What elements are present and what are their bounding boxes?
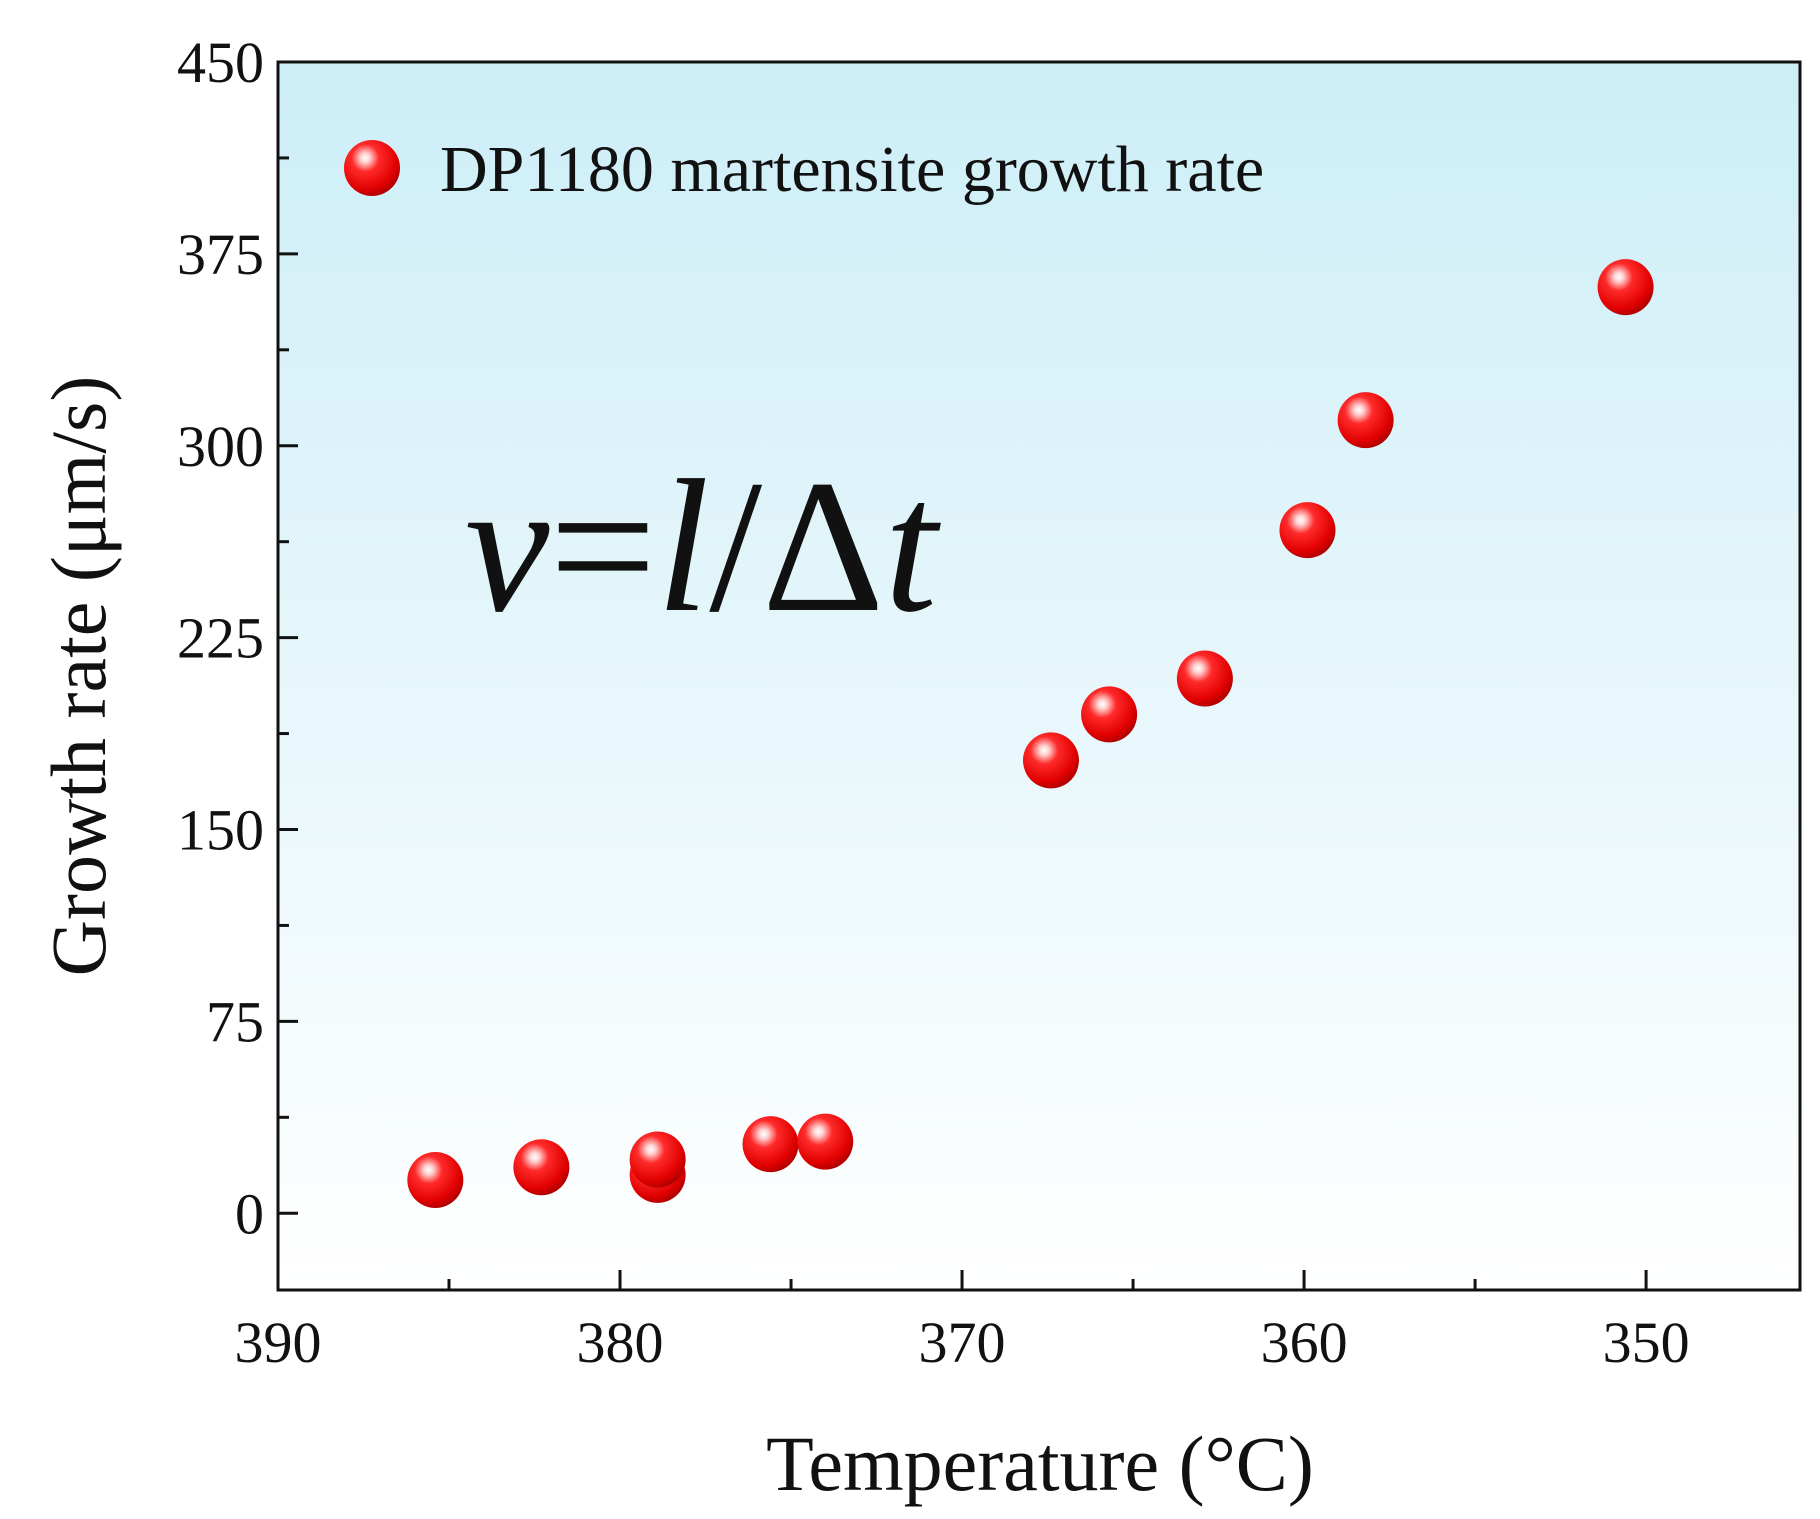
- y-minor-ticks: [278, 156, 289, 1119]
- formula-annotation: v=l/Δt: [465, 442, 941, 652]
- y-tick-label: 150: [177, 798, 264, 863]
- x-tick-label: 390: [235, 1310, 322, 1375]
- formula-l: l: [657, 442, 710, 652]
- y-tick-label: 375: [177, 222, 264, 287]
- y-tick-label: 225: [177, 606, 264, 671]
- data-point: [1337, 392, 1394, 449]
- formula-equals: =: [549, 442, 656, 652]
- data-point: [1176, 650, 1233, 707]
- data-point: [513, 1139, 570, 1196]
- x-minor-ticks: [447, 1279, 1477, 1290]
- y-tick-label: 0: [235, 1181, 264, 1246]
- plot-area-background: [278, 62, 1800, 1290]
- x-tick-label: 360: [1261, 1310, 1348, 1375]
- x-tick-label: 350: [1603, 1310, 1690, 1375]
- data-point: [1279, 502, 1336, 559]
- data-point: [1022, 732, 1079, 789]
- y-axis-title: Growth rate (μm/s): [35, 376, 122, 977]
- y-tick-label: 75: [206, 989, 264, 1054]
- formula-t: t: [884, 442, 941, 652]
- y-axis-ticks: 0 75 150 225 300 375 450: [177, 30, 298, 1246]
- data-point: [1597, 259, 1654, 316]
- data-point: [797, 1113, 854, 1170]
- x-axis-title: Temperature (°C): [766, 1420, 1314, 1507]
- x-tick-label: 370: [919, 1310, 1006, 1375]
- formula-delta: Δ: [762, 442, 884, 652]
- y-tick-label: 450: [177, 30, 264, 95]
- x-tick-label: 380: [577, 1310, 664, 1375]
- legend-entry-label: DP1180 martensite growth rate: [440, 133, 1264, 206]
- data-point: [1081, 686, 1138, 743]
- y-tick-label: 300: [177, 414, 264, 479]
- data-points: [407, 259, 1654, 1208]
- plot-frame: [276, 60, 1802, 1292]
- formula-v: v: [465, 442, 550, 652]
- formula-slash: /: [709, 442, 762, 652]
- legend: DP1180 martensite growth rate: [344, 133, 1264, 206]
- legend-marker: [344, 140, 400, 196]
- x-axis-ticks: 390 380 370 360 350: [235, 1270, 1690, 1375]
- data-point: [742, 1116, 799, 1173]
- data-point: [629, 1131, 686, 1188]
- data-point: [407, 1151, 464, 1208]
